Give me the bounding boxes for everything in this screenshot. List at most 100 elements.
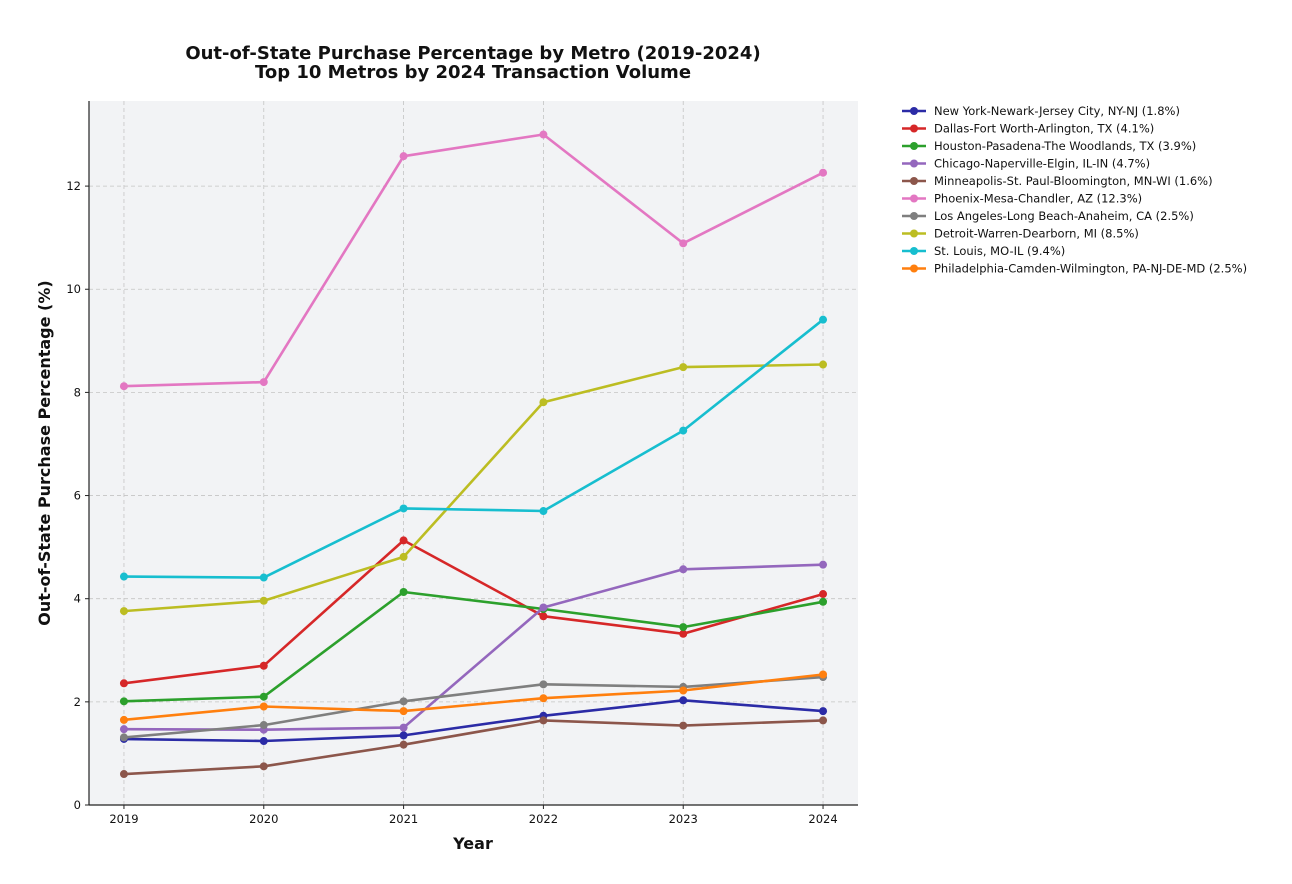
legend-label: Los Angeles-Long Beach-Anaheim, CA (2.5%… — [934, 209, 1194, 223]
y-tick-label: 0 — [74, 798, 81, 812]
data-point — [399, 723, 408, 732]
tick-labels: 2019 2020 2021 2022 2023 2024 0 2 4 6 8 10 12 — [66, 179, 837, 826]
data-point — [399, 536, 408, 545]
y-tick-label: 6 — [74, 489, 81, 503]
series-8 — [119, 360, 828, 616]
x-tick-label: 2020 — [249, 812, 278, 826]
data-point — [399, 552, 408, 561]
series-line — [122, 698, 825, 743]
data-point — [819, 560, 828, 569]
data-point — [119, 679, 128, 688]
data-point — [539, 130, 548, 139]
data-point — [259, 737, 268, 746]
data-point — [819, 707, 828, 716]
data-point — [399, 731, 408, 740]
data-point — [819, 590, 828, 599]
data-point — [259, 573, 268, 582]
data-point — [259, 721, 268, 730]
x-tick-label: 2023 — [669, 812, 698, 826]
legend-label: St. Louis, MO-IL (9.4%) — [934, 244, 1065, 258]
series-lines — [119, 130, 828, 779]
data-point — [399, 504, 408, 513]
data-point — [679, 623, 688, 632]
y-tick-label: 2 — [74, 695, 81, 709]
data-point — [679, 239, 688, 248]
data-point — [119, 382, 128, 391]
data-point — [539, 612, 548, 621]
data-point — [819, 315, 828, 324]
data-point — [259, 378, 268, 387]
legend-item: Phoenix-Mesa-Chandler, AZ (12.3%) — [902, 192, 1142, 206]
series-2 — [119, 536, 828, 688]
series-line — [122, 675, 825, 739]
chart-title: Out-of-State Purchase Percentage by Metr… — [185, 43, 760, 64]
series-9 — [119, 315, 828, 582]
legend-swatch-marker — [910, 194, 918, 203]
data-point — [399, 707, 408, 716]
data-point — [259, 596, 268, 605]
series-line — [122, 318, 825, 579]
data-point — [539, 603, 548, 612]
y-axis-label: Out-of-State Purchase Percentage (%) — [35, 280, 54, 625]
data-point — [259, 762, 268, 771]
data-point — [119, 715, 128, 724]
data-point — [679, 426, 688, 435]
data-point — [399, 587, 408, 596]
data-point — [539, 716, 548, 725]
data-point — [399, 152, 408, 161]
x-tick-label: 2019 — [109, 812, 138, 826]
legend-swatch-marker — [910, 124, 918, 133]
x-tick-label: 2022 — [529, 812, 558, 826]
y-tick-label: 4 — [74, 592, 81, 606]
y-tick-label: 10 — [66, 282, 81, 296]
series-4 — [119, 560, 828, 734]
data-point — [819, 168, 828, 177]
series-5 — [119, 716, 828, 779]
legend-label: Houston-Pasadena-The Woodlands, TX (3.9%… — [934, 139, 1196, 153]
y-tick-label: 8 — [74, 385, 81, 399]
legend-label: Detroit-Warren-Dearborn, MI (8.5%) — [934, 227, 1139, 241]
series-line — [122, 719, 825, 776]
legend-item: Houston-Pasadena-The Woodlands, TX (3.9%… — [902, 139, 1196, 153]
legend-label: New York-Newark-Jersey City, NY-NJ (1.8%… — [934, 104, 1180, 118]
data-point — [679, 721, 688, 730]
series-7 — [119, 673, 828, 742]
data-point — [679, 565, 688, 574]
legend-swatch-marker — [910, 212, 918, 220]
data-point — [819, 716, 828, 725]
legend-swatch-marker — [910, 159, 918, 168]
series-line — [122, 563, 825, 732]
x-tick-label: 2024 — [808, 812, 837, 826]
legend-label: Chicago-Naperville-Elgin, IL-IN (4.7%) — [934, 157, 1150, 171]
legend-swatch-marker — [910, 177, 918, 185]
data-point — [119, 572, 128, 581]
legend-item: Detroit-Warren-Dearborn, MI (8.5%) — [902, 227, 1139, 241]
series-10 — [119, 670, 828, 724]
data-point — [539, 398, 548, 407]
chart-subtitle: Top 10 Metros by 2024 Transaction Volume — [255, 62, 691, 83]
legend-label: Phoenix-Mesa-Chandler, AZ (12.3%) — [934, 192, 1142, 206]
data-point — [679, 629, 688, 638]
series-6 — [119, 130, 828, 391]
data-point — [679, 686, 688, 695]
data-point — [399, 697, 408, 706]
series-line — [122, 673, 825, 722]
legend-item: Los Angeles-Long Beach-Anaheim, CA (2.5%… — [902, 209, 1194, 223]
legend: New York-Newark-Jersey City, NY-NJ (1.8%… — [902, 104, 1247, 276]
data-point — [679, 363, 688, 372]
legend-item: New York-Newark-Jersey City, NY-NJ (1.8%… — [902, 104, 1180, 118]
data-point — [679, 696, 688, 705]
axes — [85, 101, 858, 809]
legend-item: Dallas-Fort Worth-Arlington, TX (4.1%) — [902, 122, 1154, 136]
legend-label: Dallas-Fort Worth-Arlington, TX (4.1%) — [934, 122, 1154, 136]
legend-label: Philadelphia-Camden-Wilmington, PA-NJ-DE… — [934, 262, 1247, 276]
series-line — [122, 133, 825, 388]
legend-swatch-marker — [910, 142, 918, 150]
series-line — [122, 590, 825, 703]
legend-item: Minneapolis-St. Paul-Bloomington, MN-WI … — [902, 174, 1213, 188]
data-point — [539, 680, 548, 689]
data-point — [819, 360, 828, 369]
data-point — [259, 661, 268, 670]
series-line — [122, 539, 825, 685]
